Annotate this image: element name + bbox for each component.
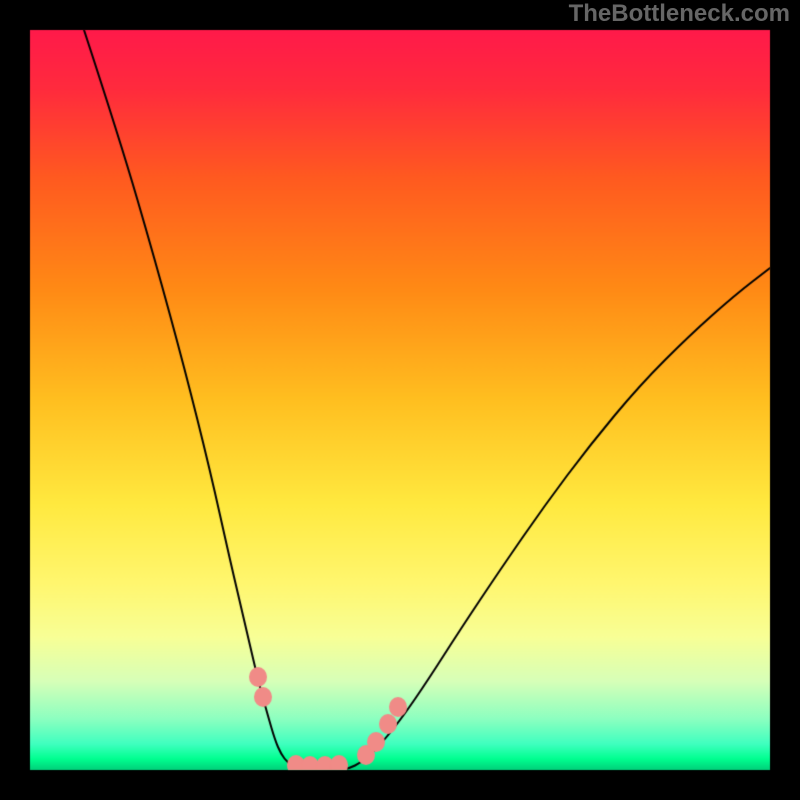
curve-layer xyxy=(0,0,800,800)
chart-stage: TheBottleneck.com xyxy=(0,0,800,800)
